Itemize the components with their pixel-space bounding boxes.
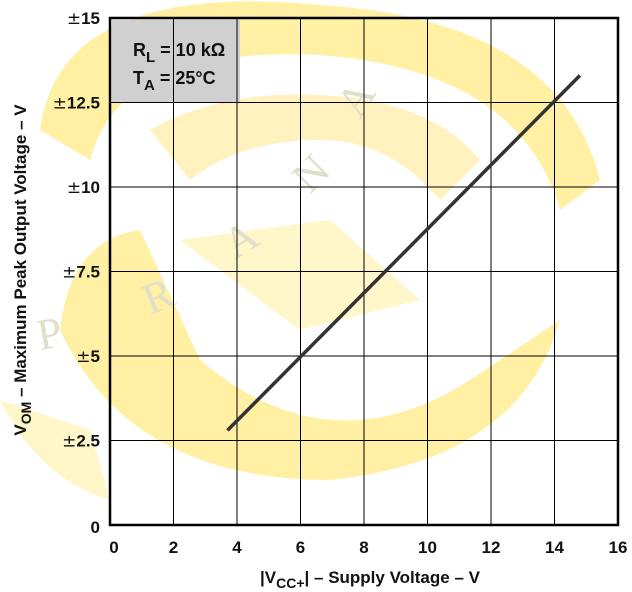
condition-ta: TA = 25°C	[133, 68, 216, 94]
x-tick-label-3: 6	[296, 538, 305, 557]
plot-frame	[108, 16, 620, 527]
x-tick-label-1: 2	[169, 538, 178, 557]
condition-rl: RL = 10 kΩ	[133, 40, 225, 66]
y-tick-label-6: ±15	[67, 9, 100, 29]
x-tick-label-5: 10	[418, 538, 437, 557]
x-axis-title: |VCC+| – Supply Voltage – V	[260, 568, 481, 591]
y-tick-labels: 0 ±2.5 ±5 ±7.5 ±10 ±12.5 ±15	[53, 9, 100, 537]
svg-text:P: P	[33, 307, 66, 360]
x-tick-label-4: 8	[359, 538, 368, 557]
x-tick-label-0: 0	[109, 538, 118, 557]
plot-border	[108, 16, 620, 527]
y-tick-label-0: 0	[91, 518, 100, 537]
y-axis-title: VOM – Maximum Peak Output Voltage – V	[11, 104, 34, 436]
x-tick-label-8: 16	[609, 538, 628, 557]
y-tick-label-2: ±5	[76, 347, 100, 367]
conditions-box	[112, 20, 240, 102]
series-group	[226, 74, 582, 432]
x-tick-label-6: 12	[482, 538, 501, 557]
x-tick-label-7: 14	[545, 538, 564, 557]
svg-text:N: N	[282, 145, 339, 202]
y-tick-label-1: ±2.5	[62, 432, 100, 452]
series-line-0	[226, 74, 582, 432]
y-tick-label-5: ±12.5	[53, 94, 100, 114]
y-tick-label-3: ±7.5	[62, 263, 100, 283]
x-tick-labels: 0 2 4 6 8 10 12 14 16	[109, 538, 627, 557]
x-tick-label-2: 4	[232, 538, 242, 557]
y-tick-label-4: ±10	[67, 178, 100, 198]
